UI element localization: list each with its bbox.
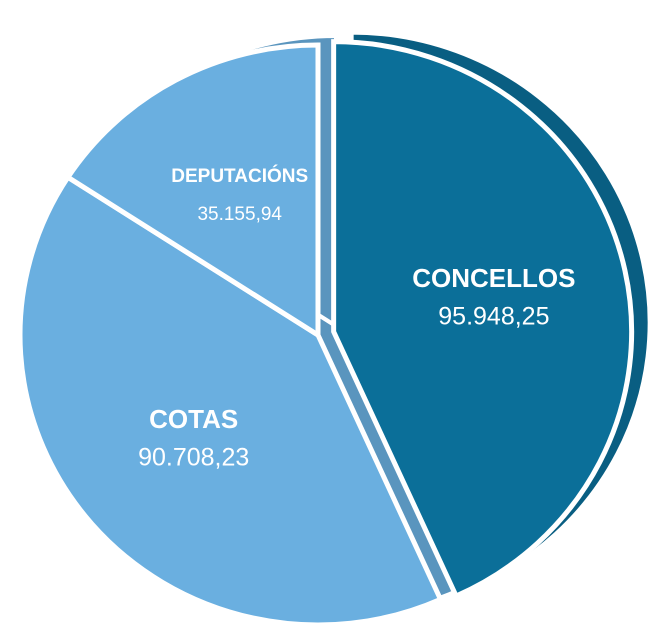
slice-label: COTAS — [149, 404, 238, 434]
slice — [64, 42, 321, 340]
slice-value: 90.708,23 — [138, 444, 249, 472]
slice — [331, 39, 635, 600]
slice-value: 35.155,94 — [197, 204, 282, 225]
slice-value: 95.948,25 — [438, 303, 549, 331]
slice — [17, 173, 444, 628]
slice-label: CONCELLOS — [412, 263, 575, 293]
slice-label: DEPUTACIÓNS — [171, 165, 308, 187]
